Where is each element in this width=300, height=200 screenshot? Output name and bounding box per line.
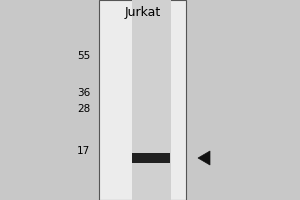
- Bar: [99, 0, 186, 200]
- Text: Jurkat: Jurkat: [124, 6, 160, 19]
- Text: 55: 55: [77, 51, 90, 61]
- Bar: [132, 153, 170, 163]
- Text: 36: 36: [77, 88, 90, 98]
- Text: 17: 17: [77, 146, 90, 156]
- Bar: [132, 0, 171, 200]
- Polygon shape: [198, 151, 210, 165]
- Text: 28: 28: [77, 104, 90, 114]
